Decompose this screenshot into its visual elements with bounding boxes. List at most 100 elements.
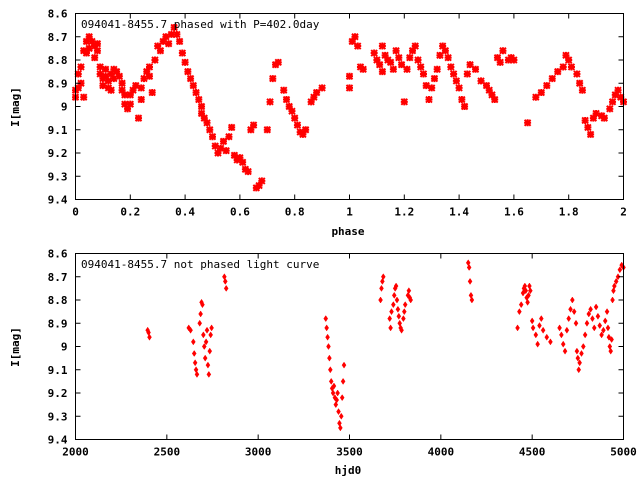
top-data-point <box>441 46 450 55</box>
top-x-axis-label: phase <box>331 225 364 238</box>
top-axis-ticks: 0 0.2 0.4 0.6 0.8 1 1.2 1.4 1.6 1.8 2 8.6 8.7 8.8 8.9 9… <box>48 8 627 219</box>
top-data-point <box>452 77 461 85</box>
top-data-point <box>137 95 145 104</box>
bottom-data-point <box>540 326 546 334</box>
top-data-point <box>178 49 187 57</box>
top-data-point <box>263 126 272 134</box>
bottom-data-point <box>192 359 198 367</box>
top-data-point <box>354 42 362 50</box>
top-data-point <box>493 53 502 62</box>
bottom-data-point <box>331 382 337 390</box>
top-y-axis-label: I[mag] <box>9 87 22 127</box>
bottom-data-point <box>602 317 608 325</box>
top-data-point <box>266 98 274 106</box>
bottom-data-point <box>564 326 570 334</box>
top-data-point <box>345 84 354 92</box>
bottom-data-point <box>188 326 193 334</box>
bottom-data-point <box>577 359 582 367</box>
top-data-point <box>93 46 102 55</box>
bottom-data-point <box>205 361 211 369</box>
bottom-data-point <box>324 324 329 332</box>
bottom-data-point <box>388 324 393 332</box>
bottom-x-tick-label: 2000 <box>62 446 89 459</box>
bottom-data-point <box>391 301 396 309</box>
top-data-point <box>532 93 540 101</box>
top-data-point <box>121 91 129 99</box>
bottom-data-point <box>548 338 553 346</box>
bottom-data-point <box>389 308 394 316</box>
top-data-point <box>236 153 244 162</box>
bottom-data-point <box>340 377 346 385</box>
top-data-point <box>110 74 118 83</box>
bottom-data-point <box>341 361 347 369</box>
bottom-y-tick-label: 8.9 <box>48 317 68 330</box>
top-data-point <box>112 67 121 76</box>
bottom-data-point <box>379 284 384 292</box>
bottom-x-tick-label: 4000 <box>428 446 455 459</box>
top-data-point <box>126 91 135 99</box>
bottom-data-point <box>609 336 614 343</box>
bottom-y-tick-label: 9.4 <box>48 434 68 447</box>
top-y-tick-label: 8.7 <box>48 31 68 44</box>
top-data-point <box>293 121 302 129</box>
top-data-point <box>395 53 403 62</box>
top-data-point <box>134 114 143 122</box>
top-data-point <box>430 74 439 83</box>
bottom-data-point <box>378 296 383 304</box>
top-data-point <box>175 37 184 46</box>
bottom-data-point <box>601 326 606 334</box>
top-data-point <box>140 74 148 83</box>
top-data-point <box>230 151 239 160</box>
top-data-point <box>600 114 609 122</box>
top-data-point <box>403 65 411 74</box>
bottom-data-point <box>608 347 614 355</box>
top-data-point <box>77 79 85 87</box>
bottom-data-point <box>538 315 544 323</box>
bottom-data-point <box>198 310 203 318</box>
bottom-x-tick-label: 5000 <box>610 446 637 459</box>
bottom-data-point <box>194 370 200 378</box>
top-data-point <box>482 81 491 90</box>
bottom-data-point <box>597 322 603 330</box>
bottom-data-point <box>325 333 330 341</box>
top-data-point <box>181 58 189 67</box>
bottom-x-tick-label: 3000 <box>245 446 272 459</box>
bottom-data-point <box>526 291 531 299</box>
bottom-chart-unphased: 2000 2500 3000 3500 4000 4500 5000 8.6 8.7 8.8 8.9… <box>9 248 637 478</box>
top-y-tick-label: 9 <box>61 101 68 114</box>
top-data-point <box>74 84 82 92</box>
bottom-data-point <box>323 315 329 323</box>
bottom-data-point <box>570 296 575 304</box>
bottom-data-point <box>336 408 341 416</box>
bottom-data-point <box>222 277 228 285</box>
bottom-data-point <box>605 324 611 332</box>
bottom-data-point <box>615 273 621 281</box>
bottom-data-point <box>380 273 386 281</box>
bottom-data-point <box>581 343 586 350</box>
top-data-point <box>458 95 466 104</box>
top-data-point <box>290 114 299 122</box>
top-y-tick-label: 8.6 <box>48 8 68 21</box>
top-data-point <box>145 63 154 71</box>
top-data-point <box>219 137 228 146</box>
bottom-plot-points <box>145 259 626 432</box>
top-data-point <box>611 91 619 99</box>
top-data-point <box>466 60 474 69</box>
bottom-data-point <box>387 315 392 323</box>
top-data-point <box>559 63 567 71</box>
bottom-data-point <box>582 331 588 339</box>
top-y-tick-label: 9.1 <box>48 124 68 137</box>
top-data-point <box>537 88 546 97</box>
bottom-y-axis-label: I[mag] <box>9 327 22 367</box>
top-x-tick-label: 0.4 <box>175 206 195 219</box>
bottom-y-tick-label: 9.1 <box>48 364 68 377</box>
top-data-point <box>414 56 422 64</box>
top-data-point <box>564 56 573 64</box>
bottom-data-point <box>402 301 408 309</box>
bottom-data-point <box>529 317 535 325</box>
top-data-point <box>310 93 318 101</box>
bottom-data-point <box>559 331 564 339</box>
bottom-data-point <box>537 322 542 330</box>
top-data-point <box>121 100 129 108</box>
bottom-data-point <box>330 389 336 397</box>
